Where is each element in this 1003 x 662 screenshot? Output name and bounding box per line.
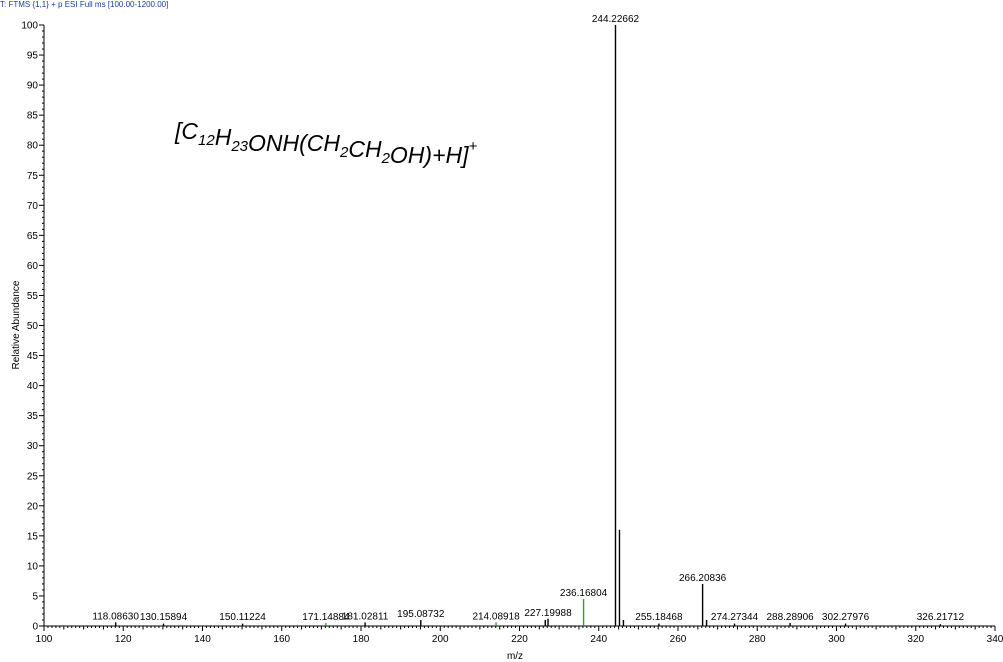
- peak-label: 171.14884: [302, 612, 350, 623]
- peak-labels: 118.08630 130.15894 150.11224 171.14884181.…: [92, 14, 964, 623]
- y-tick-label: 40: [27, 381, 39, 392]
- x-tick-label: 220: [511, 634, 528, 645]
- formula-subscript: 2: [381, 150, 391, 167]
- y-tick-label: 15: [27, 531, 39, 542]
- x-axis-label: m/z: [507, 651, 523, 662]
- formula-segment: ONH(CH: [248, 130, 340, 156]
- y-tick-label: 85: [27, 111, 39, 122]
- y-tick-label: 55: [27, 291, 39, 302]
- formula-segment: [C: [174, 118, 198, 144]
- y-tick-label: 75: [27, 171, 39, 182]
- y-tick-label: 65: [27, 231, 39, 242]
- y-tick-label: 90: [27, 81, 39, 92]
- axes: 0 5 10 15 20 25 30 35 40 45 50 55 60 65 70 75 80 85 90 95 10…: [21, 21, 1003, 646]
- y-tick-label: 5: [32, 591, 38, 602]
- peak-label: 118.08630: [92, 611, 139, 622]
- peak-label: 130.15894: [140, 612, 188, 623]
- y-tick-label: 95: [27, 51, 39, 62]
- y-tick-label: 60: [27, 261, 39, 272]
- x-tick-label: 100: [36, 634, 53, 645]
- peak-label: 274.27344: [711, 612, 759, 623]
- y-axis-label: Relative Abundance: [11, 280, 22, 369]
- peak-label: 236.16804: [560, 588, 608, 599]
- peaks: [114, 25, 942, 626]
- y-tick-label: 20: [27, 501, 39, 512]
- formula-subscript: 2: [339, 144, 349, 161]
- x-tick-label: 200: [432, 634, 449, 645]
- x-tick-label: 280: [749, 634, 766, 645]
- formula-subscript: 12: [198, 132, 215, 149]
- peak-label: 214.08918: [472, 611, 520, 622]
- formula-segment: CH: [348, 136, 382, 162]
- x-tick-label: 300: [828, 634, 845, 645]
- x-tick-label: 140: [194, 634, 211, 645]
- y-tick-label: 70: [27, 201, 39, 212]
- x-tick-label: 320: [907, 634, 924, 645]
- peak-label: 150.11224: [219, 612, 266, 623]
- y-tick-label: 30: [27, 441, 39, 452]
- x-tick-label: 340: [987, 634, 1003, 645]
- x-tick-label: 240: [590, 634, 607, 645]
- formula-annotation: [C12H23ONH(CH2CH2OH)+H]+: [174, 118, 478, 168]
- y-tick-label: 25: [27, 471, 39, 482]
- y-tick-label: 35: [27, 411, 39, 422]
- y-tick-label: 0: [32, 622, 38, 633]
- y-tick-label: 100: [21, 21, 38, 32]
- peak-label: 227.19988: [524, 608, 572, 619]
- formula-subscript: 23: [230, 138, 248, 155]
- y-tick-label: 45: [27, 351, 39, 362]
- peak-label: 288.28906: [766, 612, 814, 623]
- formula-segment: OH)+H]: [390, 142, 469, 168]
- y-tick-label: 10: [27, 561, 39, 572]
- peak-label: 255.18468: [635, 612, 683, 623]
- peak-label: 266.20836: [679, 573, 727, 584]
- y-tick-label: 80: [27, 141, 39, 152]
- peak-label: 244.22662: [592, 14, 640, 25]
- formula-charge: +: [469, 138, 478, 155]
- formula-segment: H: [215, 124, 232, 150]
- peak-label: 302.27976: [822, 612, 870, 623]
- y-tick-label: 50: [27, 321, 39, 332]
- x-tick-label: 120: [115, 634, 132, 645]
- peak-label: 181.02811: [342, 611, 389, 622]
- scan-filter-header: T: FTMS {1,1} + p ESI Full ms [100.00-12…: [0, 0, 169, 9]
- x-tick-label: 260: [670, 634, 687, 645]
- peak-label: 326.21712: [917, 612, 965, 623]
- x-tick-label: 160: [273, 634, 290, 645]
- x-tick-label: 180: [353, 634, 370, 645]
- peak-label: 195.08732: [397, 609, 445, 620]
